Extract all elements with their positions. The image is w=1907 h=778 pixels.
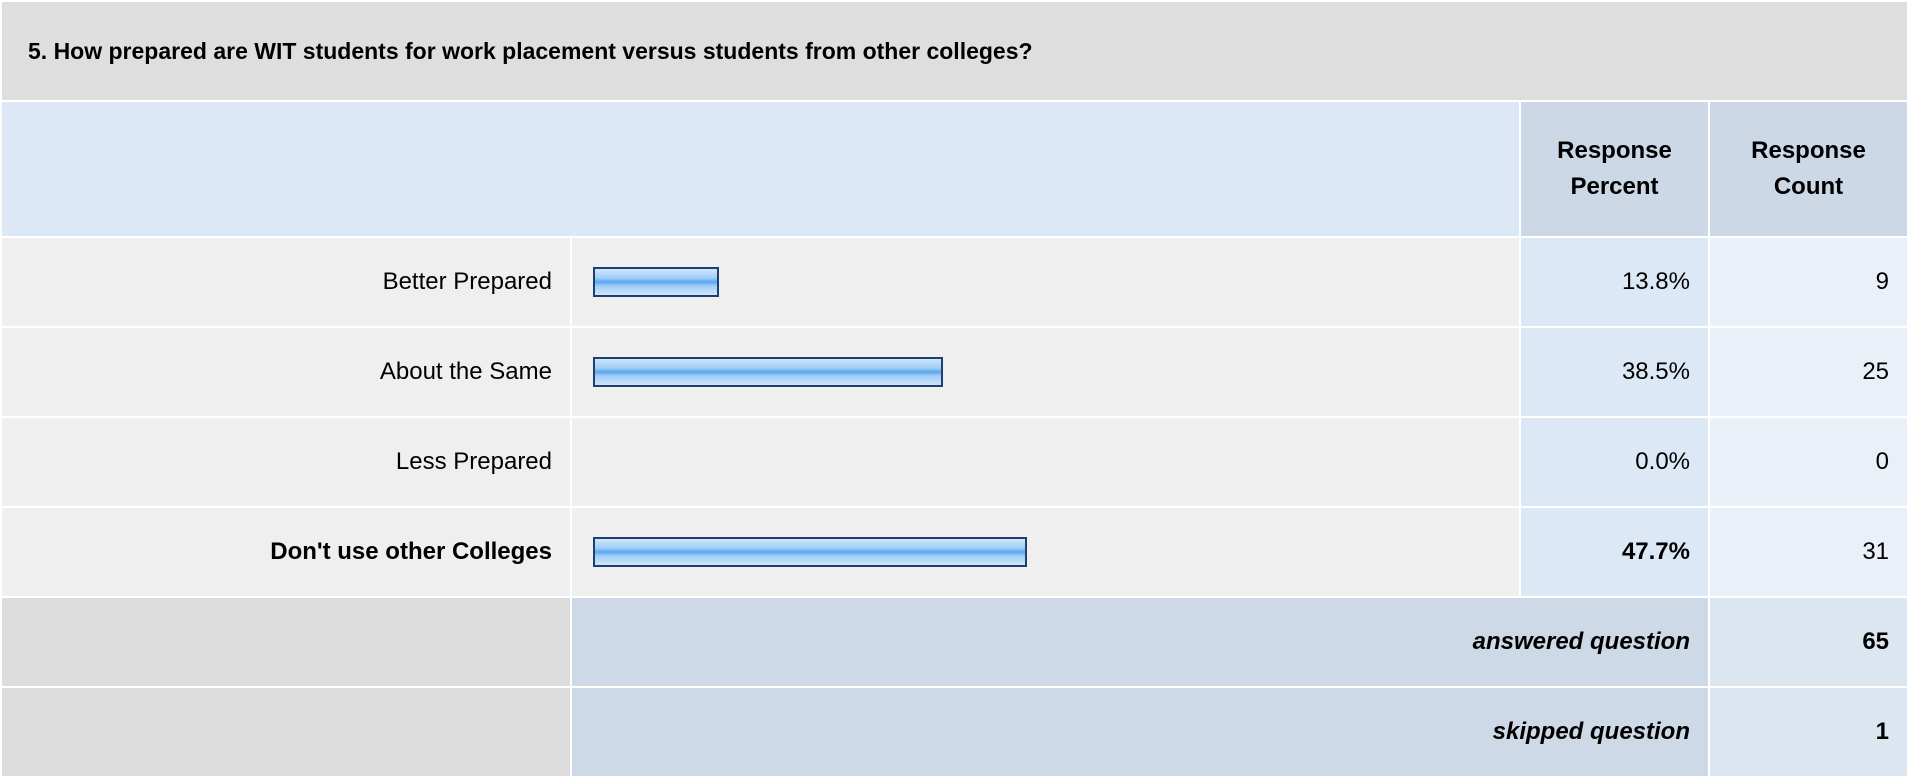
answer-label: Don't use other Colleges (0, 506, 572, 598)
answer-label: Less Prepared (0, 416, 572, 508)
summary-blank (0, 596, 572, 688)
response-count: 9 (1707, 236, 1907, 328)
bar-track (593, 447, 1503, 477)
summary-count: 1 (1707, 686, 1907, 778)
percent-header: Response Percent (1519, 100, 1710, 238)
answer-row: About the Same 38.5% 25 (0, 326, 1907, 418)
count-header: Response Count (1707, 100, 1907, 238)
summary-count: 65 (1707, 596, 1907, 688)
summary-blank (0, 686, 572, 778)
bar-track (593, 537, 1503, 567)
response-count: 25 (1707, 326, 1907, 418)
answer-row: Less Prepared 0.0% 0 (0, 416, 1907, 508)
response-percent: 0.0% (1519, 416, 1710, 508)
bar-cell (570, 506, 1521, 598)
bar-track (593, 267, 1503, 297)
response-percent: 47.7% (1519, 506, 1710, 598)
summary-label: answered question (570, 596, 1710, 688)
summary-row: answered question 65 (0, 596, 1907, 688)
response-count: 31 (1707, 506, 1907, 598)
answer-row: Better Prepared 13.8% 9 (0, 236, 1907, 328)
bar-cell (570, 326, 1521, 418)
response-percent: 38.5% (1519, 326, 1710, 418)
question-title: 5. How prepared are WIT students for wor… (0, 0, 1907, 102)
summary-label: skipped question (570, 686, 1710, 778)
bar (593, 537, 1028, 567)
bar (593, 267, 719, 297)
header-row: Response Percent Response Count (0, 100, 1907, 238)
title-row: 5. How prepared are WIT students for wor… (0, 0, 1907, 102)
response-percent: 13.8% (1519, 236, 1710, 328)
bar (593, 357, 944, 387)
answer-label: About the Same (0, 326, 572, 418)
response-count: 0 (1707, 416, 1907, 508)
answer-row: Don't use other Colleges 47.7% 31 (0, 506, 1907, 598)
summary-row: skipped question 1 (0, 686, 1907, 778)
bar-cell (570, 236, 1521, 328)
bar-track (593, 357, 1503, 387)
answer-label: Better Prepared (0, 236, 572, 328)
bar-cell (570, 416, 1521, 508)
header-blank (0, 100, 1521, 238)
